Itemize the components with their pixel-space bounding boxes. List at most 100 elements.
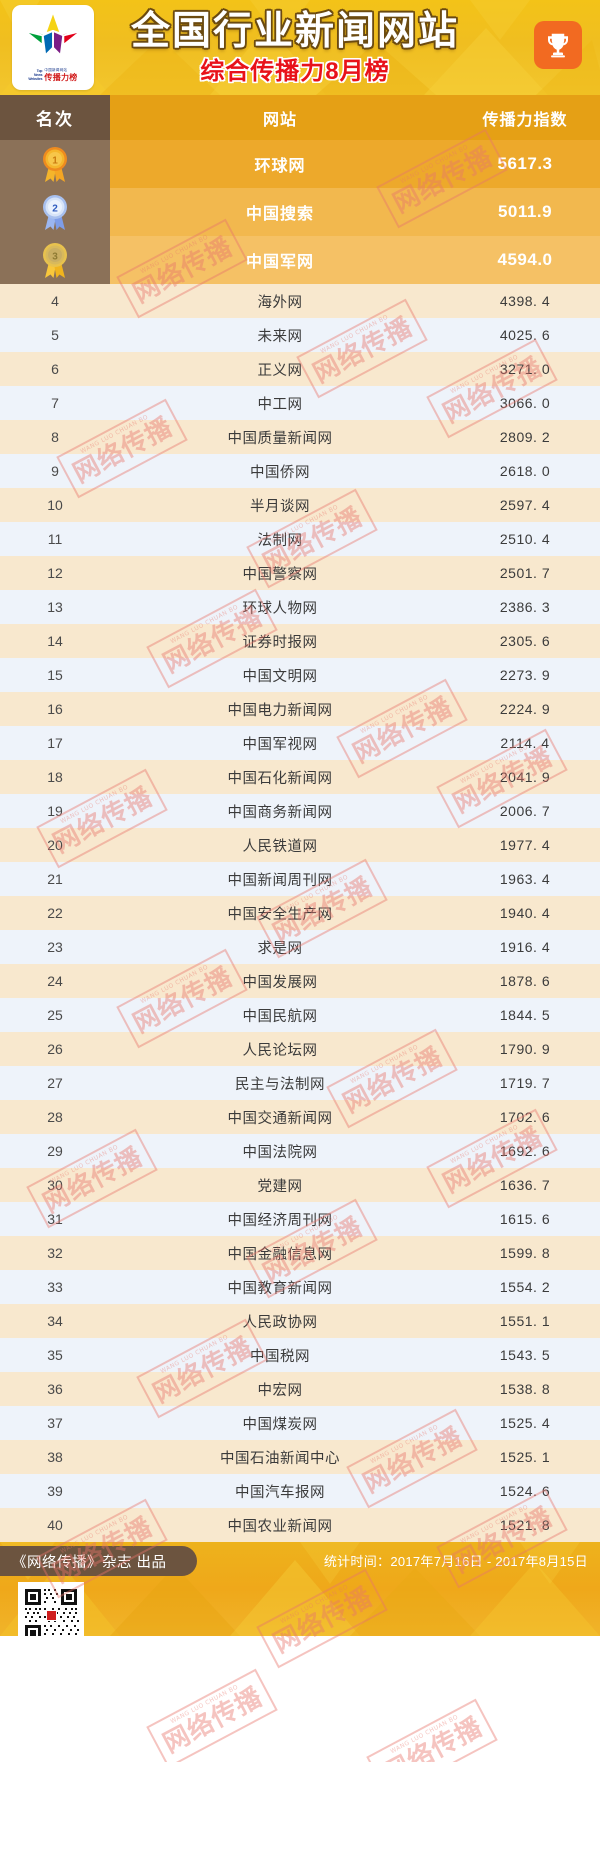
table-row[interactable]: 12 中国警察网 2501. 7: [0, 556, 600, 590]
table-row[interactable]: 38 中国石油新闻中心 1525. 1: [0, 1440, 600, 1474]
index-cell: 1538. 8: [450, 1372, 600, 1406]
table-row[interactable]: 31 中国经济周刊网 1615. 6: [0, 1202, 600, 1236]
table-row[interactable]: 33 中国教育新闻网 1554. 2: [0, 1270, 600, 1304]
table-row[interactable]: 10 半月谈网 2597. 4: [0, 488, 600, 522]
table-row[interactable]: 25 中国民航网 1844. 5: [0, 998, 600, 1032]
site-cell: 中国法院网: [110, 1134, 450, 1168]
site-cell: 中国金融信息网: [110, 1236, 450, 1270]
table-row[interactable]: 36 中宏网 1538. 8: [0, 1372, 600, 1406]
bronze-medal-icon: 3: [43, 243, 67, 278]
index-cell: 4398. 4: [450, 284, 600, 318]
index-cell: 1525. 4: [450, 1406, 600, 1440]
svg-text:3: 3: [52, 252, 58, 263]
page-title: 全国行业新闻网站: [130, 9, 459, 53]
rank-cell: 9: [0, 454, 110, 488]
index-cell: 4594.0: [450, 236, 600, 284]
table-row[interactable]: 20 人民铁道网 1977. 4: [0, 828, 600, 862]
table-row[interactable]: 23 求是网 1916. 4: [0, 930, 600, 964]
rank-cell: 39: [0, 1474, 110, 1508]
table-row[interactable]: 29 中国法院网 1692. 6: [0, 1134, 600, 1168]
rank-cell: 13: [0, 590, 110, 624]
index-cell: 2510. 4: [450, 522, 600, 556]
table-row[interactable]: 13 环球人物网 2386. 3: [0, 590, 600, 624]
ranking-table: 名次 网站 传播力指数 1 环球网 5617.3: [0, 95, 600, 1542]
table-row[interactable]: 24 中国发展网 1878. 6: [0, 964, 600, 998]
index-cell: 1963. 4: [450, 862, 600, 896]
table-row[interactable]: 3 中国军网 4594.0: [0, 236, 600, 284]
table-row[interactable]: 27 民主与法制网 1719. 7: [0, 1066, 600, 1100]
table-row[interactable]: 6 正义网 3271. 0: [0, 352, 600, 386]
rank-cell: 31: [0, 1202, 110, 1236]
rank-cell: 18: [0, 760, 110, 794]
table-row[interactable]: 17 中国军视网 2114. 4: [0, 726, 600, 760]
table-row[interactable]: 16 中国电力新闻网 2224. 9: [0, 692, 600, 726]
index-cell: 1878. 6: [450, 964, 600, 998]
rank-cell: 7: [0, 386, 110, 420]
table-row[interactable]: 26 人民论坛网 1790. 9: [0, 1032, 600, 1066]
table-row[interactable]: 15 中国文明网 2273. 9: [0, 658, 600, 692]
logo-caption-cn: 中国新闻网站 传播力榜: [44, 68, 78, 82]
rank-cell: 2: [0, 188, 110, 236]
index-cell: 1977. 4: [450, 828, 600, 862]
table-row[interactable]: 7 中工网 3066. 0: [0, 386, 600, 420]
site-cell: 中国质量新闻网: [110, 420, 450, 454]
table-row[interactable]: 21 中国新闻周刊网 1963. 4: [0, 862, 600, 896]
rank-cell: 19: [0, 794, 110, 828]
table-row[interactable]: 37 中国煤炭网 1525. 4: [0, 1406, 600, 1440]
index-cell: 1719. 7: [450, 1066, 600, 1100]
site-cell: 中国煤炭网: [110, 1406, 450, 1440]
table-row[interactable]: 40 中国农业新闻网 1521. 8: [0, 1508, 600, 1542]
rank-cell: 35: [0, 1338, 110, 1372]
table-row[interactable]: 1 环球网 5617.3: [0, 140, 600, 188]
site-cell: 中国发展网: [110, 964, 450, 998]
watermark-text: 网络传播: [378, 1712, 488, 1762]
index-cell: 3271. 0: [450, 352, 600, 386]
site-cell: 中国民航网: [110, 998, 450, 1032]
rank-cell: 3: [0, 236, 110, 284]
table-row[interactable]: 32 中国金融信息网 1599. 8: [0, 1236, 600, 1270]
index-cell: 3066. 0: [450, 386, 600, 420]
table-row[interactable]: 30 党建网 1636. 7: [0, 1168, 600, 1202]
table-row[interactable]: 22 中国安全生产网 1940. 4: [0, 896, 600, 930]
index-cell: 1916. 4: [450, 930, 600, 964]
table-row[interactable]: 35 中国税网 1543. 5: [0, 1338, 600, 1372]
index-cell: 1702. 6: [450, 1100, 600, 1134]
index-cell: 5617.3: [450, 140, 600, 188]
column-header-site: 网站: [110, 95, 450, 140]
table-row[interactable]: 2 中国搜索 5011.9: [0, 188, 600, 236]
rank-cell: 37: [0, 1406, 110, 1440]
table-row[interactable]: 39 中国汽车报网 1524. 6: [0, 1474, 600, 1508]
table-row[interactable]: 5 未来网 4025. 6: [0, 318, 600, 352]
index-cell: 1554. 2: [450, 1270, 600, 1304]
logo-caption-en: Top News Websites: [28, 68, 43, 82]
table-row[interactable]: 34 人民政协网 1551. 1: [0, 1304, 600, 1338]
rank-cell: 38: [0, 1440, 110, 1474]
table-row[interactable]: 9 中国侨网 2618. 0: [0, 454, 600, 488]
index-cell: 2809. 2: [450, 420, 600, 454]
qr-code[interactable]: [18, 1582, 84, 1636]
site-cell: 中国教育新闻网: [110, 1270, 450, 1304]
date-range-label: 统计时间：2017年7月16日 - 2017年8月15日: [323, 1554, 588, 1569]
rank-cell: 28: [0, 1100, 110, 1134]
index-cell: 2224. 9: [450, 692, 600, 726]
svg-text:1: 1: [52, 156, 58, 167]
site-cell: 正义网: [110, 352, 450, 386]
site-cell: 中国军视网: [110, 726, 450, 760]
table-row[interactable]: 4 海外网 4398. 4: [0, 284, 600, 318]
table-row[interactable]: 11 法制网 2510. 4: [0, 522, 600, 556]
site-cell: 党建网: [110, 1168, 450, 1202]
index-cell: 1524. 6: [450, 1474, 600, 1508]
site-cell: 环球人物网: [110, 590, 450, 624]
site-cell: 求是网: [110, 930, 450, 964]
watermark-stamp: WANG LUO CHUAN BO 网络传播: [366, 1698, 498, 1762]
site-cell: 中国经济周刊网: [110, 1202, 450, 1236]
table-row[interactable]: 8 中国质量新闻网 2809. 2: [0, 420, 600, 454]
table-row[interactable]: 28 中国交通新闻网 1702. 6: [0, 1100, 600, 1134]
table-row[interactable]: 18 中国石化新闻网 2041. 9: [0, 760, 600, 794]
rank-cell: 22: [0, 896, 110, 930]
table-row[interactable]: 19 中国商务新闻网 2006. 7: [0, 794, 600, 828]
site-cell: 中国电力新闻网: [110, 692, 450, 726]
table-row[interactable]: 14 证券时报网 2305. 6: [0, 624, 600, 658]
logo-caption: Top News Websites 中国新闻网站 传播力榜: [28, 68, 77, 82]
